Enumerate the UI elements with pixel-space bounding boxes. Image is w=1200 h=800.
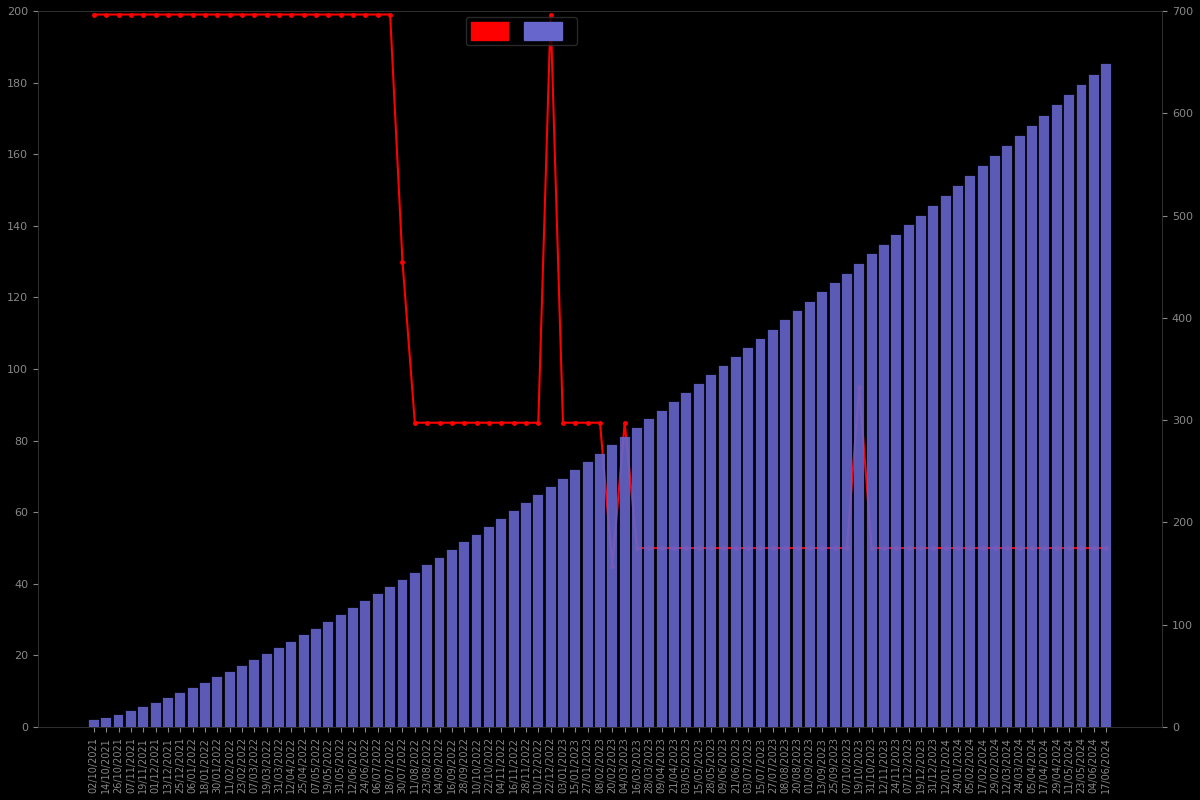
Bar: [1027, 126, 1037, 727]
Bar: [743, 348, 754, 727]
Bar: [224, 672, 234, 727]
Bar: [397, 580, 408, 727]
Bar: [509, 511, 518, 727]
Bar: [287, 642, 296, 727]
Bar: [854, 264, 864, 727]
Bar: [953, 186, 962, 727]
Bar: [472, 534, 481, 727]
Bar: [880, 245, 889, 727]
Bar: [533, 495, 544, 727]
Bar: [632, 428, 642, 727]
Bar: [756, 339, 766, 727]
Bar: [410, 573, 420, 727]
Bar: [990, 156, 1000, 727]
Bar: [385, 587, 395, 727]
Bar: [138, 707, 148, 727]
Bar: [916, 216, 926, 727]
Bar: [521, 503, 530, 727]
Bar: [101, 718, 112, 727]
Bar: [274, 648, 284, 727]
Bar: [719, 366, 728, 727]
Bar: [792, 311, 803, 727]
Bar: [1052, 106, 1062, 727]
Bar: [89, 720, 98, 727]
Bar: [250, 660, 259, 727]
Bar: [670, 402, 679, 727]
Bar: [607, 445, 617, 727]
Legend: , : ,: [466, 17, 577, 45]
Bar: [1015, 136, 1025, 727]
Bar: [546, 487, 556, 727]
Bar: [299, 635, 308, 727]
Bar: [619, 437, 630, 727]
Bar: [644, 419, 654, 727]
Bar: [842, 274, 852, 727]
Bar: [978, 166, 988, 727]
Bar: [484, 527, 494, 727]
Bar: [731, 357, 740, 727]
Bar: [348, 608, 358, 727]
Bar: [324, 622, 334, 727]
Bar: [966, 176, 976, 727]
Bar: [1002, 146, 1013, 727]
Bar: [360, 602, 371, 727]
Bar: [656, 410, 667, 727]
Bar: [151, 702, 161, 727]
Bar: [262, 654, 271, 727]
Bar: [558, 478, 568, 727]
Bar: [163, 698, 173, 727]
Bar: [114, 714, 124, 727]
Bar: [904, 226, 913, 727]
Bar: [829, 283, 840, 727]
Bar: [682, 393, 691, 727]
Bar: [929, 206, 938, 727]
Bar: [187, 688, 198, 727]
Bar: [1064, 95, 1074, 727]
Bar: [570, 470, 581, 727]
Bar: [238, 666, 247, 727]
Bar: [817, 293, 827, 727]
Bar: [311, 629, 320, 727]
Bar: [583, 462, 593, 727]
Bar: [595, 454, 605, 727]
Bar: [175, 693, 185, 727]
Bar: [1088, 74, 1099, 727]
Bar: [1076, 85, 1086, 727]
Bar: [336, 615, 346, 727]
Bar: [497, 519, 506, 727]
Bar: [434, 558, 444, 727]
Bar: [212, 678, 222, 727]
Bar: [805, 302, 815, 727]
Bar: [866, 254, 876, 727]
Bar: [460, 542, 469, 727]
Bar: [780, 321, 790, 727]
Bar: [446, 550, 457, 727]
Bar: [706, 375, 716, 727]
Bar: [1039, 116, 1049, 727]
Bar: [373, 594, 383, 727]
Bar: [422, 565, 432, 727]
Bar: [941, 196, 950, 727]
Bar: [200, 683, 210, 727]
Bar: [892, 235, 901, 727]
Bar: [694, 384, 703, 727]
Bar: [768, 330, 778, 727]
Bar: [126, 711, 136, 727]
Bar: [1102, 64, 1111, 727]
